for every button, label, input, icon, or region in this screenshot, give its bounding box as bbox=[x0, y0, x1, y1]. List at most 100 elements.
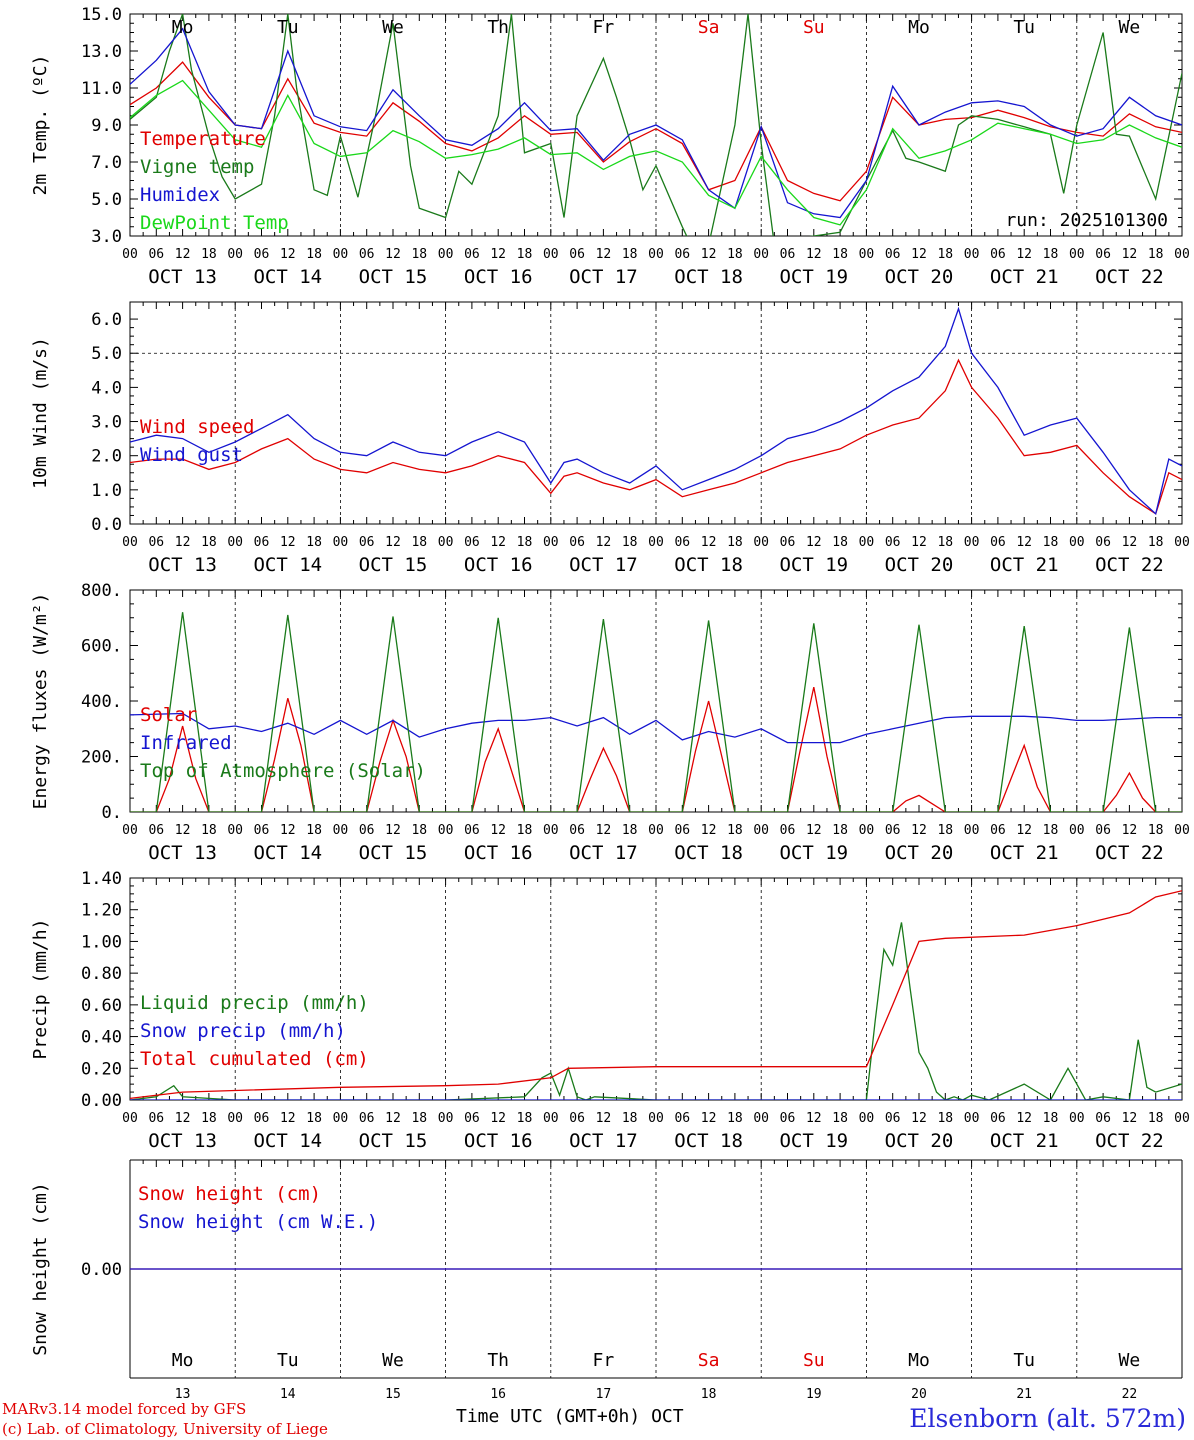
hour-label: 00 bbox=[648, 823, 664, 838]
hour-label: 00 bbox=[648, 247, 664, 262]
date-label: OCT 14 bbox=[253, 1130, 322, 1152]
hour-label: 06 bbox=[885, 247, 901, 262]
hour-label: 06 bbox=[464, 535, 480, 550]
meteogram-svg: 3.0 5.0 7.0 9.0 11.0 13.0 15.0 2m Temp. (ºC) Tem… bbox=[30, 5, 1190, 1402]
hour-label: 06 bbox=[990, 823, 1006, 838]
hour-label: 00 bbox=[1174, 1111, 1190, 1126]
hour-label: 12 bbox=[280, 823, 296, 838]
date-label: OCT 14 bbox=[253, 266, 322, 288]
y-tick-label: 0.0 bbox=[91, 515, 122, 535]
hour-label: 00 bbox=[964, 1111, 980, 1126]
hour-label: 00 bbox=[1069, 247, 1085, 262]
hour-label: 12 bbox=[701, 247, 717, 262]
hour-label: 00 bbox=[227, 823, 243, 838]
y-tick-label: 4.0 bbox=[91, 378, 122, 398]
hour-label: 00 bbox=[122, 247, 138, 262]
hour-label: 18 bbox=[1148, 1111, 1164, 1126]
date-label: OCT 22 bbox=[1095, 1130, 1164, 1152]
hour-label: 18 bbox=[622, 247, 638, 262]
legend-wind-gust: Wind gust bbox=[140, 444, 243, 466]
date-label: OCT 18 bbox=[674, 266, 743, 288]
date-label: OCT 15 bbox=[359, 842, 428, 864]
date-label: OCT 13 bbox=[148, 554, 217, 576]
date-label: OCT 17 bbox=[569, 1130, 638, 1152]
date-label: OCT 20 bbox=[885, 554, 954, 576]
hour-label: 18 bbox=[517, 535, 533, 550]
hour-label: 06 bbox=[359, 1111, 375, 1126]
hour-label: 12 bbox=[701, 823, 717, 838]
weekday-label: Sa bbox=[698, 1350, 720, 1371]
panel-wind: 0.0 1.0 2.0 3.0 4.0 5.0 6.0 10m Wind (m/s) Wind … bbox=[30, 301, 1190, 576]
date-label: OCT 21 bbox=[990, 266, 1059, 288]
hour-label: 18 bbox=[727, 247, 743, 262]
hour-label: 18 bbox=[832, 247, 848, 262]
hour-label: 00 bbox=[227, 1111, 243, 1126]
hour-label: 06 bbox=[990, 1111, 1006, 1126]
hour-label: 00 bbox=[859, 1111, 875, 1126]
hour-label: 12 bbox=[596, 823, 612, 838]
y-tick-label: 1.00 bbox=[81, 932, 122, 952]
hour-label: 12 bbox=[1016, 823, 1032, 838]
series-group bbox=[130, 306, 1182, 516]
hour-label: 00 bbox=[1174, 823, 1190, 838]
y-tick-label: 0.20 bbox=[81, 1059, 122, 1079]
series-group bbox=[130, 612, 1182, 812]
date-label: OCT 19 bbox=[779, 266, 848, 288]
hour-label: 18 bbox=[306, 1111, 322, 1126]
day-number: 18 bbox=[701, 1387, 717, 1400]
y-tick-label: 1.0 bbox=[91, 481, 122, 501]
hour-label: 06 bbox=[674, 823, 690, 838]
hour-label: 18 bbox=[306, 823, 322, 838]
hour-label: 12 bbox=[1016, 1111, 1032, 1126]
hour-label: 00 bbox=[1069, 823, 1085, 838]
date-label: OCT 18 bbox=[674, 1130, 743, 1152]
weekday-label: Fr bbox=[593, 1350, 615, 1371]
hour-label: 06 bbox=[674, 247, 690, 262]
y-axis-title: Precip (mm/h) bbox=[30, 919, 51, 1060]
hour-label: 00 bbox=[227, 247, 243, 262]
hour-label: 00 bbox=[227, 535, 243, 550]
hour-label: 18 bbox=[937, 535, 953, 550]
series-line-humidex bbox=[130, 27, 1182, 219]
date-label: OCT 22 bbox=[1095, 266, 1164, 288]
legend-temperature: Temperature bbox=[140, 128, 266, 150]
hour-label: 00 bbox=[333, 1111, 349, 1126]
hour-label: 18 bbox=[517, 247, 533, 262]
date-label: OCT 18 bbox=[674, 554, 743, 576]
hour-label: 18 bbox=[622, 823, 638, 838]
date-label: OCT 16 bbox=[464, 1130, 533, 1152]
weekday-label: Th bbox=[487, 17, 509, 38]
hour-label: 18 bbox=[1148, 535, 1164, 550]
hour-label: 06 bbox=[148, 823, 164, 838]
hour-label: 18 bbox=[727, 535, 743, 550]
time-axis-label: Time UTC (GMT+0h) OCT bbox=[456, 1406, 684, 1427]
date-label: OCT 19 bbox=[779, 554, 848, 576]
hour-label: 18 bbox=[411, 1111, 427, 1126]
y-tick-label: 1.20 bbox=[81, 901, 122, 921]
hour-label: 12 bbox=[596, 535, 612, 550]
hour-label: 06 bbox=[1095, 247, 1111, 262]
hour-label: 00 bbox=[859, 535, 875, 550]
legend-snow-height-cm-w-e: Snow height (cm W.E.) bbox=[138, 1211, 378, 1233]
hour-label: 12 bbox=[701, 535, 717, 550]
hour-label: 00 bbox=[122, 535, 138, 550]
date-label: OCT 13 bbox=[148, 842, 217, 864]
y-axis-title: Energy fluxes (W/m²) bbox=[30, 593, 51, 810]
hour-label: 06 bbox=[674, 535, 690, 550]
legend-top-of-atmosphere-solar: Top of Atmosphere (Solar) bbox=[140, 760, 426, 782]
hour-label: 18 bbox=[1043, 1111, 1059, 1126]
hour-label: 18 bbox=[1148, 247, 1164, 262]
hour-label: 12 bbox=[596, 1111, 612, 1126]
weekday-label: Mo bbox=[172, 1350, 194, 1371]
station-name: Elsenborn (alt. 572m) bbox=[909, 1404, 1186, 1433]
series-line-solar bbox=[130, 686, 1182, 812]
hour-label: 00 bbox=[859, 823, 875, 838]
weekday-label: We bbox=[382, 1350, 404, 1371]
legend-humidex: Humidex bbox=[140, 184, 220, 206]
series-line-wind-gust bbox=[130, 306, 1182, 516]
hour-label: 00 bbox=[333, 535, 349, 550]
hour-label: 18 bbox=[727, 823, 743, 838]
hour-label: 12 bbox=[490, 247, 506, 262]
y-tick-label: 0.80 bbox=[81, 964, 122, 984]
